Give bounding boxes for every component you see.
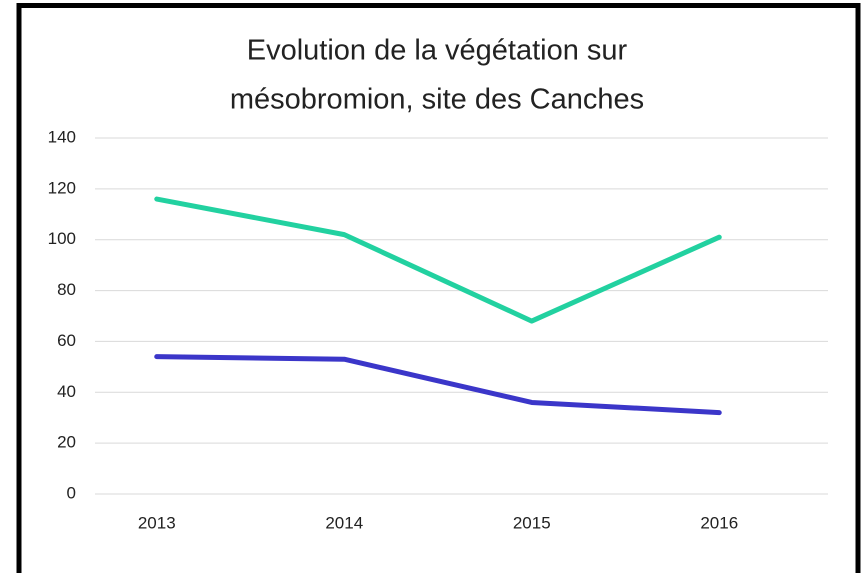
x-tick-label: 2015 xyxy=(513,513,551,532)
x-tick-label: 2013 xyxy=(138,513,176,532)
x-tick-label: 2014 xyxy=(325,513,363,532)
y-tick-label: 60 xyxy=(57,331,76,350)
chart-title: Evolution de la végétation sur xyxy=(247,35,628,67)
y-tick-label: 40 xyxy=(57,382,76,401)
x-tick-label: 2016 xyxy=(700,513,738,532)
y-tick-label: 100 xyxy=(48,229,76,248)
data-line xyxy=(154,196,722,324)
data-line xyxy=(154,354,722,416)
y-tick-label: 0 xyxy=(67,483,76,502)
y-tick-label: 80 xyxy=(57,280,76,299)
y-tick-label: 20 xyxy=(57,433,76,452)
y-tick-label: 120 xyxy=(48,178,76,197)
chart-frame xyxy=(16,3,861,573)
chart-title: mésobromion, site des Canches xyxy=(230,84,644,116)
y-tick-label: 140 xyxy=(48,127,76,146)
